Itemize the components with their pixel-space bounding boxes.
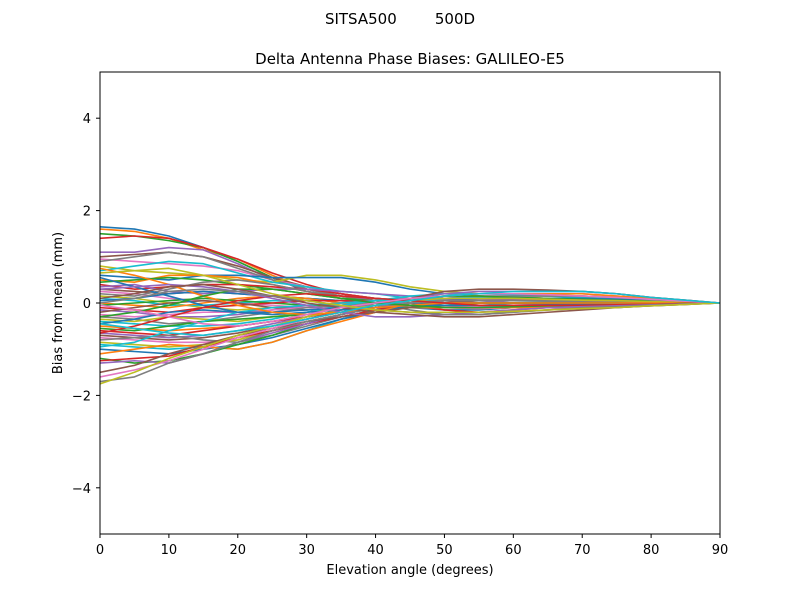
x-axis: 0 10 20 30 40 50 60 70 80 90	[96, 534, 728, 558]
series-line-55	[100, 283, 720, 318]
x-tick-label: 10	[161, 543, 178, 558]
x-tick-label: 40	[367, 543, 384, 558]
y-tick-label: 0	[83, 297, 91, 312]
x-tick-label: 90	[712, 543, 729, 558]
chart-title: Delta Antenna Phase Biases: GALILEO-E5	[255, 50, 565, 68]
series-group	[100, 225, 720, 385]
figure-suptitle: SITSA500 500D	[325, 10, 475, 28]
series-line-59	[100, 267, 720, 314]
y-tick-label: −2	[72, 389, 91, 404]
y-axis-label: Bias from mean (mm)	[51, 232, 66, 374]
y-tick-label: 4	[83, 112, 91, 127]
x-tick-label: 60	[505, 543, 522, 558]
y-tick-label: −4	[72, 482, 91, 497]
series-line-30	[100, 292, 720, 327]
x-tick-label: 20	[230, 543, 247, 558]
x-tick-label: 70	[574, 543, 591, 558]
x-axis-label: Elevation angle (degrees)	[326, 563, 493, 578]
y-axis: −4 −2 0 2 4	[72, 112, 100, 497]
x-tick-label: 30	[298, 543, 315, 558]
x-tick-label: 0	[96, 543, 104, 558]
series-line-57	[100, 292, 720, 327]
x-tick-label: 80	[643, 543, 660, 558]
series-line-60	[100, 290, 720, 337]
x-tick-label: 50	[436, 543, 453, 558]
y-tick-label: 2	[83, 205, 91, 220]
plot-area	[99, 71, 721, 535]
